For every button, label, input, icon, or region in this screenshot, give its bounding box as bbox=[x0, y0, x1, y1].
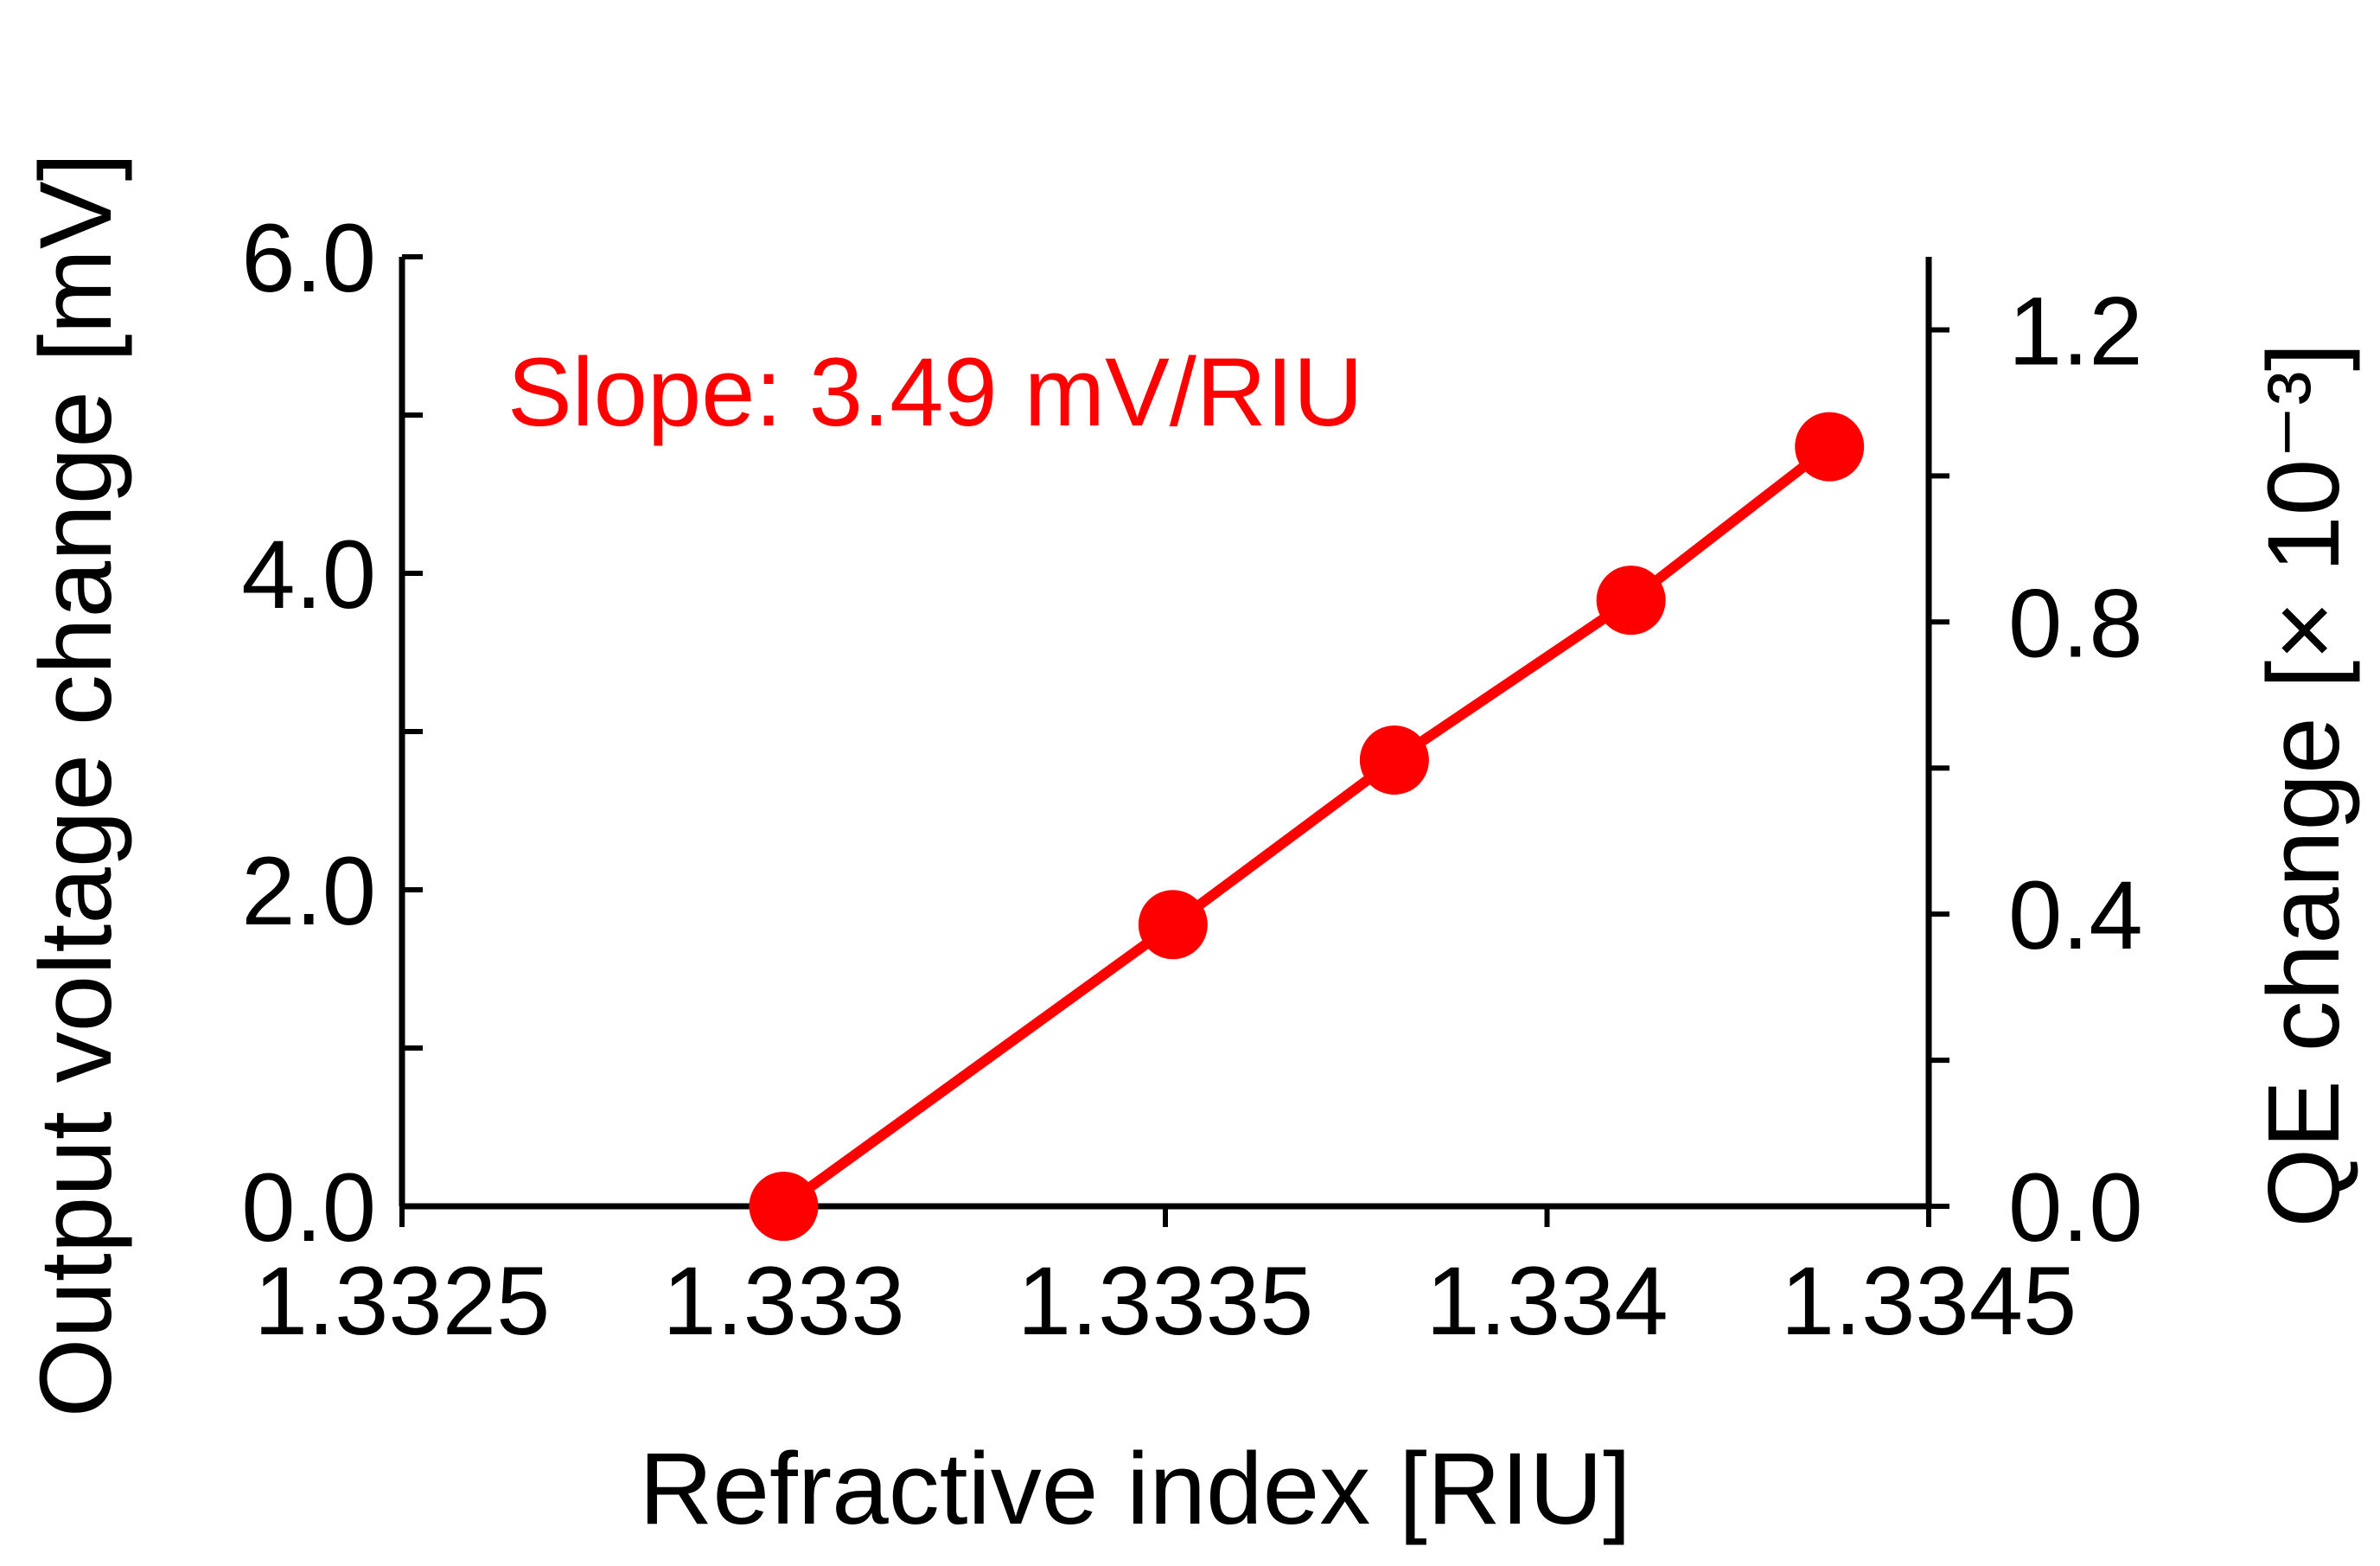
y-axis-label: Output voltage change [mV] bbox=[19, 153, 133, 1418]
y-tick-label: 0.0 bbox=[241, 1154, 376, 1262]
y2-tick-label: 1.2 bbox=[2008, 277, 2143, 385]
x-tick-label: 1.333 bbox=[662, 1247, 904, 1355]
y-tick-label: 6.0 bbox=[241, 204, 376, 312]
y2-tick-label: 0.4 bbox=[2008, 861, 2143, 969]
x-axis-label: Refractive index [RIU] bbox=[639, 1432, 1631, 1546]
data-point bbox=[1138, 890, 1208, 960]
axes: 1.3325 1.333 1.3335 1.334 1.33450.02.04.06.0… bbox=[241, 204, 2142, 1355]
series-layer bbox=[749, 412, 1865, 1241]
series-line bbox=[780, 442, 1833, 1211]
y-tick-label: 4.0 bbox=[241, 521, 376, 629]
data-point bbox=[1795, 412, 1865, 482]
y2-tick-label: 0.0 bbox=[2008, 1154, 2143, 1262]
data-point bbox=[1359, 725, 1429, 795]
y-tick-label: 2.0 bbox=[241, 837, 376, 945]
x-tick-label: 1.3335 bbox=[1018, 1247, 1314, 1355]
y2-axis-label: QE change [× 10⁻³] bbox=[2247, 342, 2361, 1227]
slope-annotation: Slope: 3.49 mV/RIU bbox=[507, 338, 1363, 446]
data-point bbox=[1596, 566, 1666, 636]
x-tick-label: 1.3325 bbox=[254, 1247, 551, 1355]
data-point bbox=[749, 1172, 819, 1241]
x-tick-label: 1.334 bbox=[1426, 1247, 1668, 1355]
x-tick-label: 1.3345 bbox=[1781, 1247, 2077, 1355]
y2-tick-label: 0.8 bbox=[2008, 569, 2143, 677]
